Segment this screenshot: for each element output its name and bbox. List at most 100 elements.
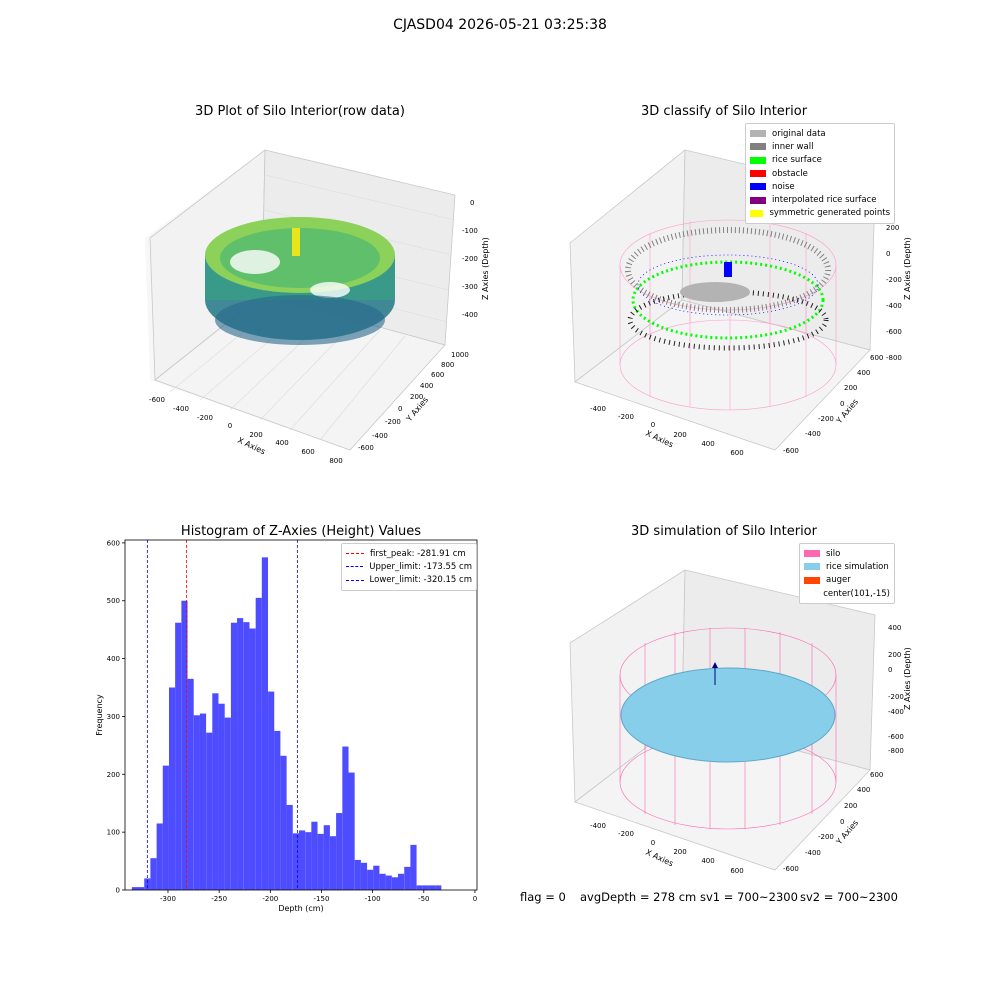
histogram-bar <box>385 875 392 890</box>
svg-text:-400: -400 <box>372 432 388 440</box>
svg-text:-200: -200 <box>462 255 478 263</box>
svg-text:-200: -200 <box>197 414 213 422</box>
histogram-bar <box>255 597 262 890</box>
svg-text:200: 200 <box>673 431 686 439</box>
histogram-bar <box>243 622 250 890</box>
svg-text:600: 600 <box>870 771 883 779</box>
histogram-bar <box>131 887 139 890</box>
svg-text:-400: -400 <box>805 849 821 857</box>
svg-text:-800: -800 <box>886 354 902 362</box>
panel4-legend: silo rice simulation auger center(101,-1… <box>799 543 895 605</box>
svg-text:200: 200 <box>886 224 899 232</box>
auger-marker <box>712 662 718 685</box>
histogram-legend: first_peak: -281.91 cm Upper_limit: -173… <box>341 543 477 591</box>
svg-text:400: 400 <box>857 369 870 377</box>
panel3-title: Histogram of Z-Axies (Height) Values <box>180 524 422 539</box>
legend-item: rice surface <box>750 154 890 167</box>
svg-text:1000: 1000 <box>451 351 469 359</box>
panel4-xlabel: X Axies <box>644 848 675 869</box>
x-tick-label: -100 <box>365 895 381 903</box>
y-tick-label: 300 <box>107 713 120 721</box>
legend-swatch <box>804 550 820 558</box>
svg-text:0: 0 <box>228 422 232 430</box>
svg-text:-400: -400 <box>590 822 606 830</box>
legend-item: rice simulation <box>804 560 890 573</box>
histogram-bar <box>230 622 238 890</box>
panel1-3d-axes: -600 -400 -200 0 200 400 600 800 X Axies… <box>145 149 490 465</box>
histogram-bar <box>162 765 169 890</box>
svg-text:-600: -600 <box>358 444 374 452</box>
histogram-bar <box>150 858 157 890</box>
legend-item: auger <box>804 574 890 587</box>
histogram-bar <box>416 885 423 890</box>
y-tick-label: 600 <box>107 539 120 547</box>
legend-item: obstacle <box>750 167 890 180</box>
panel4-title: 3D simulation of Silo Interior <box>631 524 817 539</box>
svg-text:200: 200 <box>844 384 857 392</box>
svg-text:-600: -600 <box>149 396 165 404</box>
legend-item: Upper_limit: -173.55 cm <box>346 560 472 573</box>
legend-item: original data <box>750 127 890 140</box>
histogram-bar <box>212 693 219 890</box>
histogram-bar <box>398 873 405 890</box>
y-tick-label: 400 <box>107 655 120 663</box>
svg-text:-300: -300 <box>462 283 478 291</box>
legend-swatch <box>750 156 766 164</box>
y-tick-label: 0 <box>116 887 120 895</box>
histogram-bar <box>360 862 368 890</box>
histogram-bar <box>435 885 442 890</box>
sv1-text: sv1 = 700~2300 <box>700 890 798 904</box>
panel2-points <box>625 227 831 351</box>
histogram-bar <box>373 865 380 890</box>
histogram-bar <box>311 821 318 890</box>
histogram-bar <box>169 687 176 890</box>
x-tick-label: -250 <box>211 895 227 903</box>
histogram-bar <box>410 844 417 890</box>
svg-text:400: 400 <box>857 786 870 794</box>
svg-text:400: 400 <box>701 440 714 448</box>
x-tick-labels: -300 -250 -200 -150 -100 -50 0 <box>160 890 477 903</box>
svg-text:-400: -400 <box>173 405 189 413</box>
histogram-bar <box>137 887 145 890</box>
svg-text:600: 600 <box>431 371 444 379</box>
panel4-3d-axes: -400 -200 0 200 400 600 X Axies -600 -40… <box>569 569 912 875</box>
y-tick-label: 100 <box>107 829 120 837</box>
svg-text:-600: -600 <box>783 447 799 455</box>
svg-text:-400: -400 <box>805 430 821 438</box>
histogram-bar <box>354 859 361 890</box>
histogram-bar <box>329 836 337 890</box>
svg-text:0: 0 <box>886 250 890 258</box>
histogram-bar <box>218 703 225 890</box>
x-tick-label: -150 <box>314 895 330 903</box>
histogram-bar <box>144 878 151 890</box>
legend-swatch <box>750 209 764 217</box>
svg-text:-400: -400 <box>590 405 606 413</box>
svg-text:0: 0 <box>651 839 655 847</box>
legend-swatch <box>750 183 766 191</box>
y-tick-label: 200 <box>107 771 120 779</box>
histogram-bar <box>280 755 287 890</box>
histogram-bar <box>336 813 343 890</box>
svg-text:-200: -200 <box>818 415 834 423</box>
panel1-x-ticks: -600 -400 -200 0 200 400 600 800 <box>149 396 343 465</box>
avg-depth-text: avgDepth = 278 cm <box>580 890 697 904</box>
svg-text:600: 600 <box>301 448 314 456</box>
svg-text:800: 800 <box>329 457 342 465</box>
histogram-bar <box>391 877 399 890</box>
svg-text:-400: -400 <box>462 311 478 319</box>
svg-text:600: 600 <box>730 867 743 875</box>
legend-swatch <box>750 143 766 151</box>
plot-frame <box>124 539 478 891</box>
svg-text:-400: -400 <box>886 302 902 310</box>
x-axis-label: Depth (cm) <box>278 904 323 913</box>
svg-text:0: 0 <box>651 421 655 429</box>
legend-item: center(101,-15) <box>804 587 890 600</box>
legend-item: interpolated rice surface <box>750 193 890 206</box>
legend-swatch <box>750 170 766 178</box>
histogram-bar <box>187 678 194 890</box>
histogram-bar <box>237 618 244 890</box>
svg-text:400: 400 <box>420 382 433 390</box>
svg-text:0: 0 <box>888 666 892 674</box>
legend-item: symmetric generated points <box>750 207 890 220</box>
svg-text:-200: -200 <box>618 413 634 421</box>
